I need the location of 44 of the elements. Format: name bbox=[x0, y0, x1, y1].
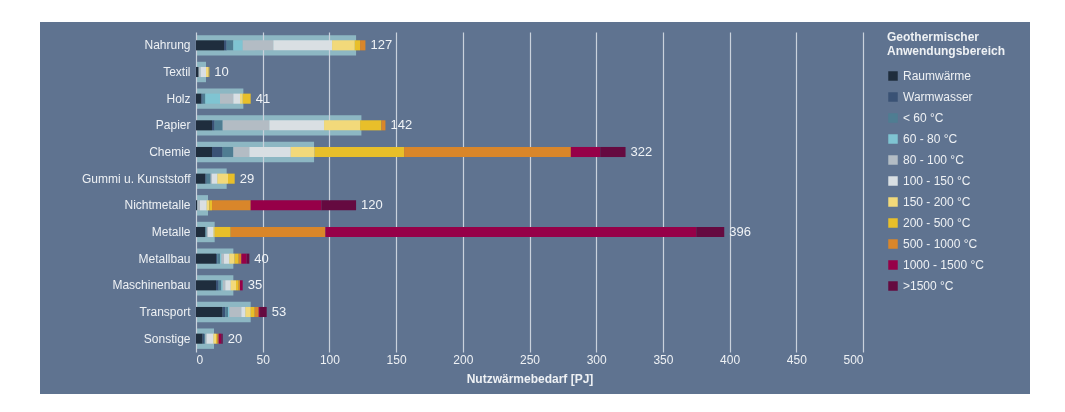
x-tick-label: 0 bbox=[196, 352, 204, 367]
legend-title: Geothermischer Anwendungsbereich bbox=[887, 30, 1006, 58]
y-tick-label: Holz bbox=[166, 91, 191, 106]
total-label: 20 bbox=[227, 330, 243, 346]
y-tick-label: Maschinenbau bbox=[112, 278, 191, 293]
x-tick-label: 50 bbox=[256, 352, 271, 367]
x-tick-label: 200 bbox=[453, 352, 474, 367]
y-tick-label: Transport bbox=[139, 305, 192, 319]
legend-label: >1500 °C bbox=[903, 279, 954, 293]
y-tick-label: Metalle bbox=[151, 225, 191, 239]
legend-label: 100 - 150 °C bbox=[903, 174, 971, 188]
legend-label: 60 - 80 °C bbox=[903, 132, 958, 146]
x-tick-label: 400 bbox=[720, 352, 741, 367]
x-tick-label: 500 bbox=[843, 352, 864, 367]
x-tick-label: 100 bbox=[319, 352, 341, 367]
legend-label: Raumwärme bbox=[903, 69, 972, 83]
y-tick-label: Textil bbox=[163, 65, 191, 79]
total-label: 35 bbox=[247, 277, 263, 293]
legend-label: 80 - 100 °C bbox=[903, 153, 965, 167]
y-tick-label: Nahrung bbox=[144, 38, 191, 53]
y-tick-label: Papier bbox=[155, 118, 191, 133]
y-tick-label: Gummi u. Kunststoff bbox=[82, 171, 192, 186]
total-label: 120 bbox=[361, 197, 383, 213]
x-axis-title: Nutzwärmebedarf [PJ] bbox=[466, 371, 594, 386]
legend-label: 500 - 1000 °C bbox=[903, 237, 978, 251]
y-tick-label: Sonstige bbox=[143, 331, 191, 346]
x-tick-label: 350 bbox=[653, 352, 674, 367]
x-tick-label: 300 bbox=[586, 352, 608, 367]
legend-label: 150 - 200 °C bbox=[903, 195, 971, 209]
total-label: 53 bbox=[271, 304, 287, 319]
x-tick-label: 450 bbox=[786, 352, 808, 367]
x-tick-label: 250 bbox=[519, 352, 541, 367]
x-tick-label: 150 bbox=[386, 352, 407, 367]
total-label: 10 bbox=[214, 64, 229, 79]
legend-label: < 60 °C bbox=[903, 111, 944, 125]
total-label: 127 bbox=[370, 37, 393, 53]
legend-label: Warmwasser bbox=[903, 90, 973, 104]
legend-label: 1000 - 1500 °C bbox=[903, 258, 985, 272]
y-tick-label: Nichtmetalle bbox=[124, 198, 191, 213]
y-tick-label: Metallbau bbox=[138, 251, 191, 266]
total-label: 322 bbox=[630, 144, 653, 159]
total-label: 29 bbox=[239, 170, 255, 186]
y-tick-label: Chemie bbox=[149, 145, 191, 159]
legend-label: 200 - 500 °C bbox=[903, 216, 971, 230]
